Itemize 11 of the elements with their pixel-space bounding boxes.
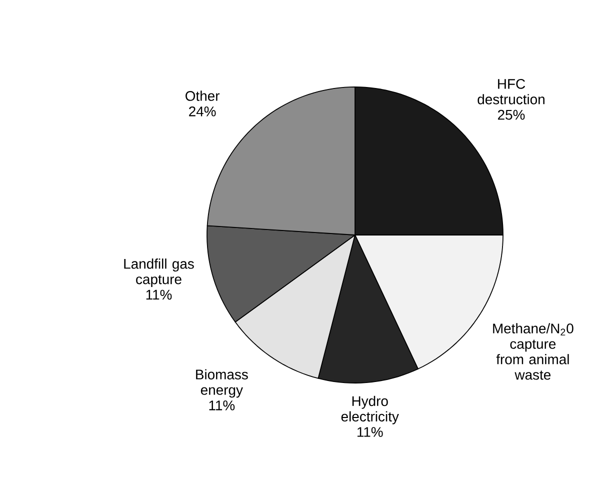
slice-label: HFC destruction: [478, 78, 544, 104]
slice-label: Other: [186, 90, 220, 101]
data-label: 25%: [498, 110, 525, 120]
data-label: 24%: [189, 106, 216, 116]
slice-label: Landfill gas capture: [124, 258, 194, 287]
slice-label: Hydro electricity: [341, 396, 399, 424]
slice-label: Methane/N$_{2}$0 capture from animal waste: [493, 323, 574, 380]
data-label: 11%: [358, 427, 383, 437]
data-label: 11%: [209, 400, 235, 410]
data-label: 11%: [146, 290, 172, 300]
slice-label: Biomass energy: [196, 369, 248, 398]
